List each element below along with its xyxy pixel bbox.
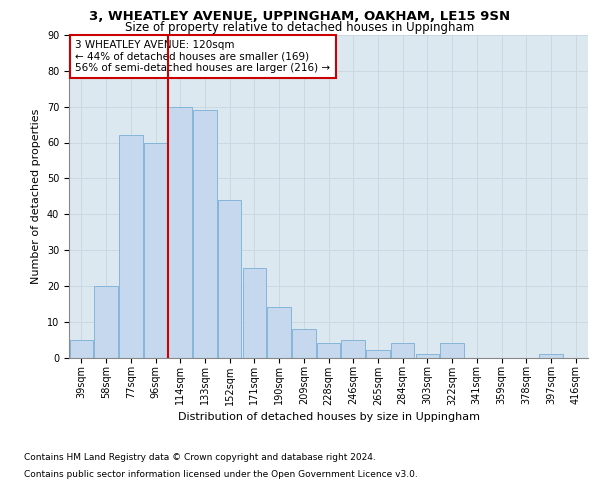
Text: Contains HM Land Registry data © Crown copyright and database right 2024.: Contains HM Land Registry data © Crown c…: [24, 452, 376, 462]
Text: 3 WHEATLEY AVENUE: 120sqm
← 44% of detached houses are smaller (169)
56% of semi: 3 WHEATLEY AVENUE: 120sqm ← 44% of detac…: [75, 40, 331, 73]
Text: Distribution of detached houses by size in Uppingham: Distribution of detached houses by size …: [178, 412, 480, 422]
Text: 3, WHEATLEY AVENUE, UPPINGHAM, OAKHAM, LE15 9SN: 3, WHEATLEY AVENUE, UPPINGHAM, OAKHAM, L…: [89, 10, 511, 23]
Bar: [317, 343, 340, 357]
Bar: [242, 268, 266, 358]
Text: Contains public sector information licensed under the Open Government Licence v3: Contains public sector information licen…: [24, 470, 418, 479]
Bar: [218, 200, 241, 358]
Bar: [292, 329, 316, 358]
Text: Size of property relative to detached houses in Uppingham: Size of property relative to detached ho…: [125, 22, 475, 35]
Bar: [144, 142, 167, 358]
Bar: [193, 110, 217, 358]
Bar: [440, 343, 464, 357]
Bar: [416, 354, 439, 358]
Bar: [169, 106, 192, 358]
Bar: [341, 340, 365, 357]
Bar: [539, 354, 563, 358]
Y-axis label: Number of detached properties: Number of detached properties: [31, 108, 41, 284]
Bar: [70, 340, 93, 357]
Bar: [94, 286, 118, 358]
Bar: [119, 136, 143, 358]
Bar: [366, 350, 389, 358]
Bar: [391, 343, 415, 357]
Bar: [268, 308, 291, 358]
